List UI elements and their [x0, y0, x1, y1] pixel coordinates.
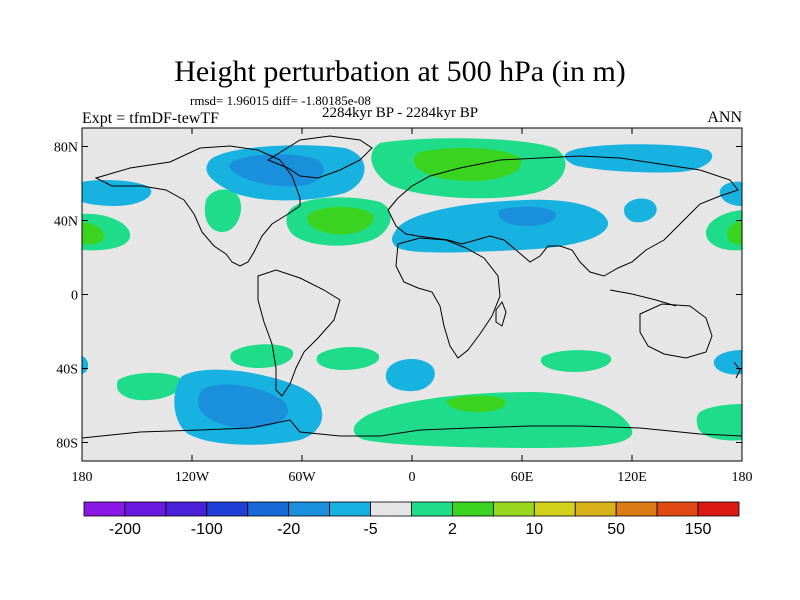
anomaly-positive-west-pacific-core	[82, 222, 104, 245]
colorbar-swatch	[329, 501, 371, 517]
colorbar-swatch	[288, 501, 331, 517]
colorbar-label: 150	[685, 521, 712, 538]
coast-africa	[395, 237, 501, 359]
coast-australia	[639, 303, 713, 359]
colorbar-swatch	[615, 501, 658, 517]
plot-title: Height perturbation at 500 hPa (in m)	[174, 55, 626, 88]
anomaly-positive-south-atlantic	[316, 346, 380, 370]
anomaly-negative-west-edge	[82, 356, 89, 374]
colorbar-swatch	[697, 501, 740, 517]
stats-line: rmsd= 1.96015 diff= -1.80185e-08	[190, 93, 371, 108]
anomaly-negative-arctic-canada-core	[229, 154, 324, 187]
anomaly-negative-southeast-pacific-core	[197, 384, 288, 429]
colorbar-swatch	[452, 501, 494, 517]
colorbar-label: -200	[109, 521, 141, 538]
lon-tick-label: 60W	[288, 470, 316, 485]
colorbar-swatch	[124, 501, 167, 517]
lon-tick-label: 120E	[617, 470, 647, 485]
lat-tick-label: 0	[71, 289, 78, 304]
contour-layer	[82, 135, 742, 448]
coastlines	[82, 135, 742, 439]
lon-tick-label: 180	[72, 470, 93, 485]
experiment-label: Expt = tfmDF-tewTF	[82, 110, 220, 127]
colorbar-swatch	[247, 501, 290, 517]
lat-tick-label: 40S	[56, 363, 78, 378]
anomaly-negative-central-asia-core	[498, 206, 556, 226]
coast-greenland	[266, 135, 373, 179]
lat-tick-label: 40N	[54, 215, 78, 230]
period-label: 2284kyr BP - 2284kyr BP	[322, 105, 479, 121]
lon-tick-label: 0	[409, 470, 416, 485]
lat-tick-label: 80N	[54, 141, 78, 156]
anomaly-positive-north-america	[204, 189, 242, 232]
anomaly-positive-south-america	[230, 344, 294, 368]
coast-indonesia	[609, 289, 677, 307]
lat-tick-label: 80S	[56, 437, 78, 452]
colorbar-swatch	[206, 501, 249, 517]
colorbar-label: 10	[525, 521, 543, 538]
colorbar-swatch	[533, 501, 576, 517]
lon-tick-label: 180	[732, 470, 753, 485]
colorbar-label: -5	[363, 521, 377, 538]
anomaly-positive-southeast-pacific	[696, 404, 742, 441]
anomaly-positive-southern-ocean-core	[446, 395, 507, 412]
coast-eurasia	[387, 155, 739, 277]
coast-south-america	[257, 269, 341, 397]
colorbar-swatch	[656, 501, 699, 517]
colorbar-label: 2	[448, 521, 457, 538]
colorbar-swatch	[411, 501, 453, 517]
colorbar-swatch	[370, 501, 412, 517]
anomaly-negative-australia-south	[713, 350, 742, 375]
colorbar-label: -100	[191, 521, 223, 538]
colorbar-swatch	[83, 501, 126, 517]
colorbar-swatch	[574, 501, 617, 517]
coast-north-america	[94, 145, 301, 267]
coast-new-zealand	[733, 361, 741, 379]
colorbar-swatch	[492, 501, 535, 517]
anomaly-positive-indian-ocean	[540, 350, 612, 372]
lon-tick-label: 60E	[511, 470, 534, 485]
season-label: ANN	[707, 109, 742, 126]
anomaly-positive-southern-ocean	[353, 392, 633, 448]
anomaly-negative-east-asia	[624, 198, 657, 223]
lon-tick-label: 120W	[175, 470, 210, 485]
anomaly-positive-southern-pacific	[116, 372, 183, 401]
anomaly-negative-siberia	[564, 144, 713, 173]
map-panel	[81, 127, 743, 462]
colorbar-label: -20	[277, 521, 300, 538]
anomaly-negative-south-atlantic	[385, 359, 435, 392]
anomaly-positive-north-atlantic-core	[307, 206, 374, 235]
anomaly-positive-east-pacific-core	[726, 220, 742, 245]
colorbar-swatch	[165, 501, 208, 517]
axis-ticks: 80N 40N 0 40S 80S 180 120W 60W 0 60E 120E 180	[54, 128, 753, 485]
colorbar: -200 -100 -20 -5 2 10 50 150	[83, 501, 740, 538]
colorbar-label: 50	[607, 521, 625, 538]
coast-antarctica	[82, 419, 742, 439]
coast-madagascar	[495, 300, 507, 327]
